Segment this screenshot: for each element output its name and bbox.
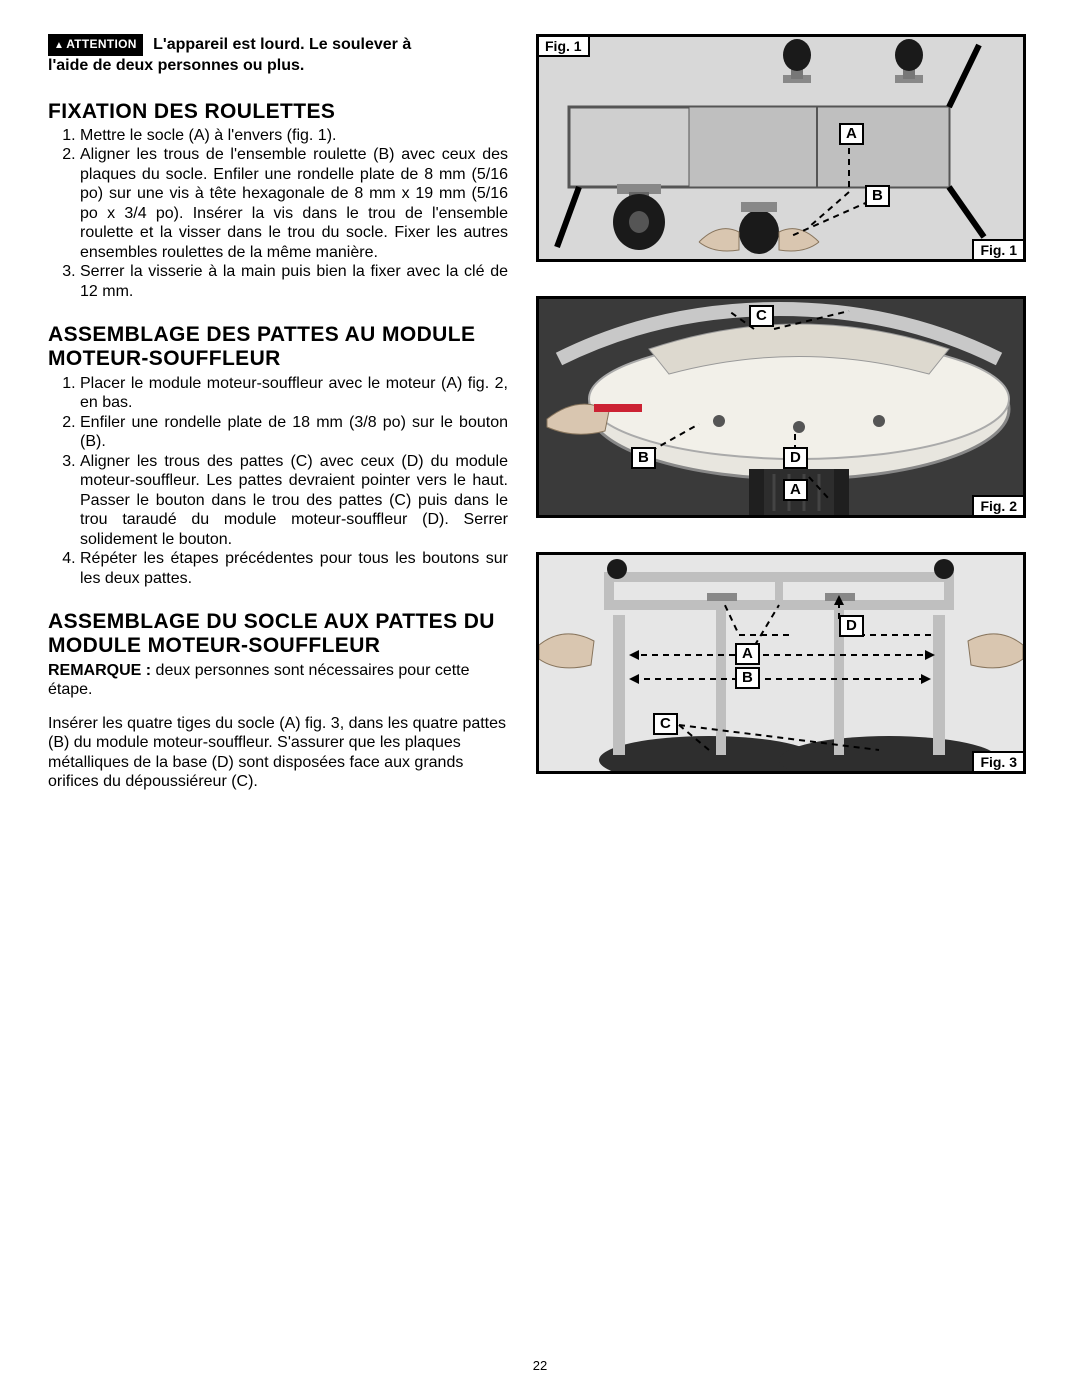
- fig3-label-d: D: [839, 615, 864, 637]
- fig2-label-d: D: [783, 447, 808, 469]
- section1-step: Mettre le socle (A) à l'envers (fig. 1).: [80, 126, 508, 146]
- fig1-label-b: B: [865, 185, 890, 207]
- section-assemblage-socle: ASSEMBLAGE DU SOCLE AUX PATTES DU MODULE…: [48, 610, 508, 791]
- section2-step: Répéter les étapes précédentes pour tous…: [80, 549, 508, 588]
- warning-line2: l'aide de deux personnes ou plus.: [48, 57, 304, 74]
- page-number: 22: [0, 1358, 1080, 1373]
- fig3-label-a: A: [735, 643, 760, 665]
- attention-badge: ATTENTION: [48, 34, 143, 56]
- fig3-label-b: B: [735, 667, 760, 689]
- section-assemblage-pattes: ASSEMBLAGE DES PATTES AU MODULE MOTEUR-S…: [48, 323, 508, 588]
- fig1-caption-bottom: Fig. 1: [972, 239, 1025, 261]
- section3-para: Insérer les quatre tiges du socle (A) fi…: [48, 714, 508, 792]
- section1-step: Serrer la visserie à la main puis bien l…: [80, 262, 508, 301]
- warning-line1: L'appareil est lourd. Le soulever à: [153, 36, 411, 53]
- figure-1: Fig. 1: [536, 34, 1026, 262]
- section2-title: ASSEMBLAGE DES PATTES AU MODULE MOTEUR-S…: [48, 323, 508, 371]
- section3-note: REMARQUE : deux personnes sont nécessair…: [48, 661, 508, 700]
- fig1-caption-top: Fig. 1: [537, 35, 590, 57]
- section2-step: Enfiler une rondelle plate de 18 mm (3/8…: [80, 413, 508, 452]
- fig1-label-a: A: [839, 123, 864, 145]
- fig3-label-c: C: [653, 713, 678, 735]
- note-label: REMARQUE :: [48, 662, 151, 679]
- section2-step: Aligner les trous des pattes (C) avec ce…: [80, 452, 508, 550]
- section2-step: Placer le module moteur-souffleur avec l…: [80, 374, 508, 413]
- section1-title: FIXATION DES ROULETTES: [48, 100, 508, 124]
- fig2-label-a: A: [783, 479, 808, 501]
- warning-text: ATTENTION L'appareil est lourd. Le soule…: [48, 34, 508, 76]
- fig3-caption-bottom: Fig. 3: [972, 751, 1025, 773]
- fig2-caption-bottom: Fig. 2: [972, 495, 1025, 517]
- section3-title: ASSEMBLAGE DU SOCLE AUX PATTES DU MODULE…: [48, 610, 508, 658]
- fig2-label-c: C: [749, 305, 774, 327]
- figure-3: A B D C Fig. 3: [536, 552, 1026, 774]
- section-fixation-roulettes: FIXATION DES ROULETTES Mettre le socle (…: [48, 100, 508, 302]
- fig2-label-b: B: [631, 447, 656, 469]
- section1-step: Aligner les trous de l'ensemble roulette…: [80, 145, 508, 262]
- figure-2: C B D A Fig. 2: [536, 296, 1026, 518]
